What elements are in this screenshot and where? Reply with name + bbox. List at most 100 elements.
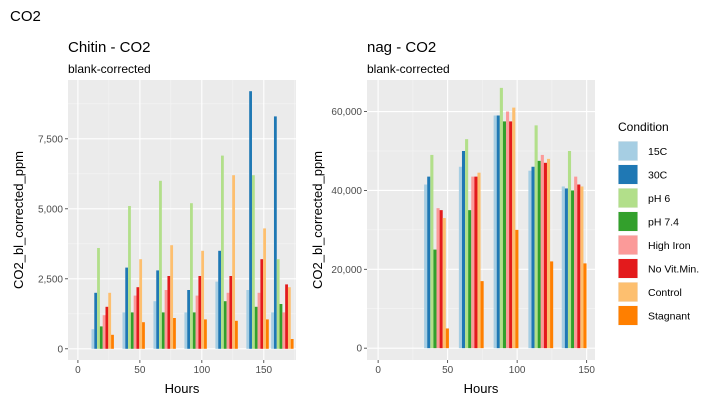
bar-30c-95h [187,290,191,349]
bar-ph-7-4-120h [223,301,227,349]
bar-30c-70h [156,270,160,349]
bar-no-vit-min--42h [439,210,443,349]
bar-15c-92h [493,115,497,349]
bar-ph-6-67h [465,139,469,349]
bar-ph-6-120h [221,155,224,349]
bar-30c-165h [273,116,277,349]
bar-no-vit-min--92h [509,121,513,349]
legend-swatch [618,306,638,325]
bar-control-67h [477,172,481,349]
bar-high-iron-141h [574,176,578,349]
bar-high-iron-165h [282,312,286,349]
bar-stagnant-67h [480,281,484,349]
legend-swatch [618,259,638,278]
bar-stagnant-45h [142,322,145,349]
y-axis-label: CO2_bl_corrected_ppm [11,151,26,289]
bar-ph-6-45h [128,206,131,349]
bar-ph-7-4-20h [99,326,103,349]
legend-label: 15C [648,146,668,158]
x-tick-label: 150 [255,365,272,376]
bar-stagnant-165h [290,339,294,349]
bar-stagnant-120h [235,320,238,349]
legend-swatch [618,141,638,161]
bar-15c-45h [122,312,126,349]
bar-ph-7-4-67h [468,210,472,349]
bar-high-iron-95h [195,295,199,349]
bar-control-117h [546,158,551,349]
bar-15c-42h [424,184,428,349]
bar-high-iron-70h [164,290,168,349]
x-tick-label: 0 [75,365,81,376]
y-tick-label: 7,500 [38,134,63,145]
y-tick-label: 5,000 [38,204,63,215]
bar-ph-7-4-70h [161,312,165,349]
bar-no-vit-min--45h [136,287,140,349]
bar-stagnant-20h [111,334,114,349]
legend-label: Stagnant [648,311,690,323]
bar-high-iron-120h [226,292,230,349]
bar-control-145h [263,228,266,349]
bar-no-vit-min--70h [167,276,171,349]
legend-swatch [618,212,638,231]
legend-swatch [618,282,638,302]
bar-high-iron-42h [436,208,440,349]
y-tick-label: 2,500 [38,274,63,285]
bar-ph-6-42h [430,154,434,349]
bar-ph-6-92h [499,87,503,349]
bar-no-vit-min--145h [260,259,264,349]
y-tick-label: 0 [356,344,362,355]
bar-no-vit-min--141h [577,184,581,349]
x-tick-label: 100 [193,365,210,376]
chart-subtitle: blank-corrected [367,62,450,76]
bar-30c-117h [531,166,535,349]
y-tick-label: 40,000 [331,186,362,197]
bar-control-141h [580,186,584,349]
y-tick-label: 20,000 [331,265,362,276]
bar-ph-7-4-145h [254,306,258,349]
bar-30c-67h [461,150,466,349]
legend-label: 30C [648,170,668,182]
bar-ph-7-4-141h [571,190,575,349]
page-title: CO2 [10,8,41,25]
chart-subtitle: blank-corrected [68,62,151,76]
bar-no-vit-min--67h [474,176,478,349]
y-tick-label: 60,000 [331,107,362,118]
x-tick-label: 100 [509,365,526,376]
bar-stagnant-141h [583,263,587,349]
nag-chart: nag - CO2 blank-corrected 0 20,000 40,000 60,… [310,39,595,396]
bar-control-20h [108,292,112,349]
bar-control-92h [512,107,516,349]
x-tick-label: 0 [375,365,381,376]
bar-high-iron-45h [133,295,137,349]
bar-ph-6-70h [159,180,162,349]
bar-30c-145h [249,91,252,349]
bar-ph-6-117h [534,125,538,349]
chitin-chart: Chitin - CO2 blank-corrected 0 2,500 5,000 7,… [11,39,296,396]
legend-label: High Iron [648,240,691,252]
bar-15c-95h [184,312,188,349]
bar-high-iron-20h [102,315,106,349]
y-tick-label: 0 [57,344,63,355]
bar-ph-7-4-95h [192,312,196,349]
bar-ph-7-4-45h [130,312,134,349]
legend-swatch [618,165,638,184]
bar-stagnant-145h [265,319,269,349]
x-tick-label: 150 [578,365,595,376]
bar-stagnant-92h [515,229,519,349]
legend-label: pH 7.4 [648,217,679,229]
bar-ph-7-4-165h [279,304,283,349]
bar-stagnant-95h [204,319,207,349]
bar-ph-6-165h [276,259,280,349]
bar-control-45h [139,259,143,349]
condition-legend: Condition 15C 30C pH 6 pH 7.4 High Iron No Vi… [618,120,699,326]
bar-control-95h [201,250,205,349]
x-axis-label: Hours [464,381,499,396]
bar-15c-145h [246,290,250,349]
bar-15c-70h [153,301,157,349]
bar-30c-141h [564,188,568,349]
bar-ph-7-4-92h [502,121,507,349]
bar-15c-141h [561,186,565,349]
bar-ph-6-95h [190,203,193,349]
bar-15c-20h [91,329,95,349]
